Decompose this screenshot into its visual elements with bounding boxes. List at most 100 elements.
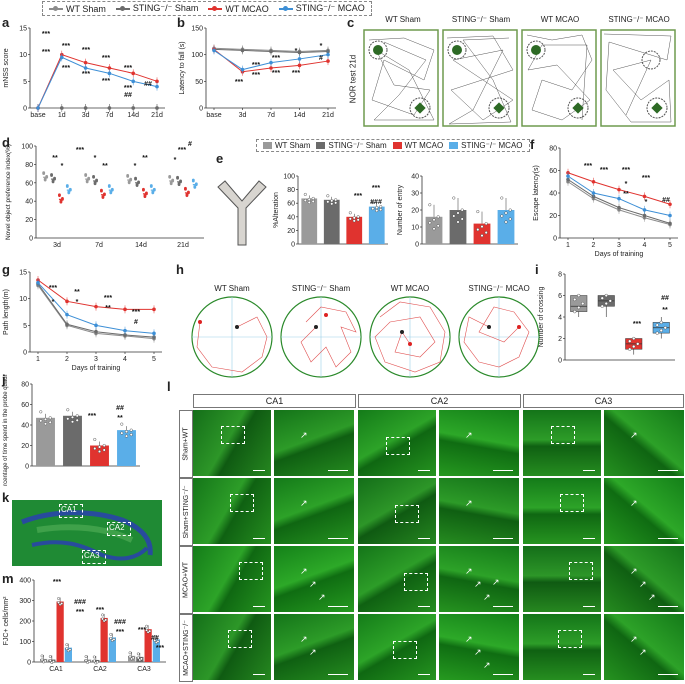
data-point: [65, 322, 69, 327]
data-dot: [42, 172, 46, 175]
data-dot: [58, 194, 61, 198]
data-dot: [152, 188, 156, 192]
data-dot: [636, 342, 640, 346]
data-dot: [61, 197, 64, 201]
arrow-icon: ↗: [300, 498, 308, 508]
panel-letter-j: j: [2, 372, 6, 387]
zoom-region-box: [395, 505, 419, 523]
column-header-ca2: CA2: [358, 394, 521, 408]
zoom-region-box: [230, 494, 254, 512]
y-tick-label: 40: [411, 174, 419, 181]
y-tick-label: 0: [199, 106, 203, 113]
data-dot: [149, 185, 153, 188]
data-point: [107, 66, 112, 70]
data-dot: [109, 191, 113, 195]
hash-annotation: ##: [116, 405, 124, 412]
scale-bar: [328, 606, 348, 607]
y-maze-icon: [217, 180, 267, 246]
data-dot: [311, 199, 315, 203]
chart-a-mnss: 0 5 10 15 mNSS score base 1d 3d 7d 14d 21d *** *** **…: [3, 26, 165, 119]
data-dot: [177, 183, 181, 187]
micrograph: ↗ ↗ ↗: [274, 546, 354, 612]
legend-item-wt-sham: WT Sham: [49, 4, 106, 14]
data-dot: [303, 198, 307, 202]
data-dot: [66, 417, 70, 421]
data-point: [123, 328, 127, 333]
legend-item-wt-mcao: WT MCAO: [208, 4, 269, 14]
hash-annotation: ##: [151, 635, 159, 642]
data-point: [94, 329, 98, 334]
y-tick-label: 10: [411, 225, 419, 232]
micrograph: [523, 478, 601, 544]
x-tick-label: 21d: [151, 112, 163, 119]
significance-annotation: ***: [156, 645, 164, 652]
data-dot: [452, 214, 456, 218]
x-tick-label: 14d: [294, 112, 306, 119]
data-dot: [600, 304, 604, 308]
y-axis-label: Novel object preference index(%): [5, 144, 12, 240]
series-line: [37, 56, 158, 109]
data-dot: [145, 192, 148, 196]
data-dot: [68, 188, 72, 192]
arrow-icon: ↗: [648, 592, 656, 602]
data-dot: [371, 207, 375, 211]
data-dot: [169, 182, 173, 186]
data-dot: [655, 323, 659, 327]
arrow-icon: ↗: [465, 566, 473, 576]
y-tick-label: 150: [191, 26, 203, 33]
data-point: [240, 67, 245, 72]
data-dot: [581, 301, 585, 306]
significance-annotation: *: [174, 157, 177, 164]
zoom-region-box: [221, 426, 245, 444]
region-label-ca3: CA3: [84, 551, 100, 560]
arrow-icon: ↗: [630, 430, 638, 440]
data-dot: [102, 443, 106, 447]
y-tick-label: 200: [19, 619, 31, 626]
micrograph: ↗ ↗ ↗ ↗: [439, 546, 519, 612]
panel-letter-k: k: [2, 490, 10, 505]
data-dot: [659, 320, 663, 324]
data-dot: [104, 618, 108, 622]
data-dot: [356, 218, 360, 222]
data-dot: [40, 654, 44, 658]
bar: [152, 639, 160, 662]
data-dot: [48, 416, 52, 420]
x-tick-label: 3d: [239, 112, 247, 119]
arrow-icon: ↗: [474, 647, 482, 657]
data-dot: [68, 648, 72, 652]
data-dot: [193, 186, 197, 189]
scale-bar: [328, 674, 348, 675]
data-dot: [334, 201, 338, 205]
scale-bar: [493, 470, 513, 471]
hash-annotation: ##: [124, 92, 132, 99]
significance-annotation: ***: [88, 413, 96, 420]
significance-annotation: **: [105, 305, 111, 312]
y-tick-label: 6: [558, 293, 562, 300]
y-axis-label: Number of crossing: [538, 287, 545, 348]
bar: [497, 210, 515, 244]
y-tick-label: 0: [23, 106, 27, 113]
data-dot: [39, 410, 43, 414]
bar: [108, 637, 116, 662]
legend-e-label: STING⁻/⁻ MCAO: [461, 141, 523, 150]
data-dot: [436, 224, 440, 228]
significance-annotation: *: [61, 163, 64, 170]
data-dot: [476, 228, 480, 232]
data-dot: [102, 448, 106, 452]
data-dot: [184, 187, 187, 191]
data-dot: [57, 601, 60, 604]
significance-annotation: *: [295, 48, 298, 55]
data-point: [642, 208, 647, 212]
panel-letter-i: i: [535, 262, 539, 277]
micrograph: ↗: [439, 478, 519, 544]
micrograph: [358, 410, 436, 476]
data-dot: [303, 192, 307, 196]
significance-annotation: **: [623, 191, 629, 198]
x-tick-label: 3: [617, 242, 621, 249]
significance-annotation: ***: [600, 167, 608, 174]
significance-annotation: **: [52, 155, 58, 162]
data-dot: [40, 658, 44, 662]
data-point: [269, 60, 273, 65]
data-point: [94, 304, 98, 309]
